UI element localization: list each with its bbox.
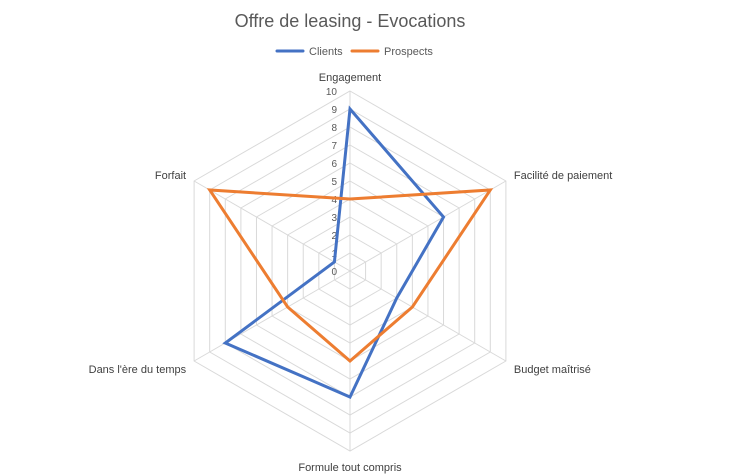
legend-label-prospects: Prospects xyxy=(384,46,433,58)
tick-label: 9 xyxy=(331,105,337,116)
grid-spoke xyxy=(349,270,507,362)
tick-label: 6 xyxy=(331,159,337,170)
category-labels: Engagement Facilité de paiement Budget maî… xyxy=(89,72,613,474)
tick-label: 0 xyxy=(331,267,337,278)
category-label: Engagement xyxy=(319,72,381,84)
grid-spoke xyxy=(349,180,507,272)
series-lines xyxy=(206,105,494,399)
tick-label: 10 xyxy=(326,87,338,98)
grid-spoke xyxy=(193,270,351,362)
chart-title: Offre de leasing - Evocations xyxy=(235,11,466,31)
category-label: Forfait xyxy=(155,170,186,182)
tick-label: 5 xyxy=(331,177,337,188)
grid-spoke xyxy=(193,180,351,272)
category-label: Formule tout compris xyxy=(298,462,402,474)
tick-label: 8 xyxy=(331,123,337,134)
legend: Clients Prospects xyxy=(275,46,433,58)
tick-label: 7 xyxy=(331,141,337,152)
legend-label-clients: Clients xyxy=(309,46,343,58)
category-label: Budget maîtrisé xyxy=(514,364,591,376)
tick-label: 2 xyxy=(331,231,337,242)
series-line-prospects xyxy=(206,188,494,363)
category-label: Facilité de paiement xyxy=(514,170,612,182)
category-label: Dans l'ère du temps xyxy=(89,364,187,376)
series-line-clients xyxy=(222,105,446,399)
tick-label: 3 xyxy=(331,213,337,224)
tick-label: 4 xyxy=(331,195,337,206)
